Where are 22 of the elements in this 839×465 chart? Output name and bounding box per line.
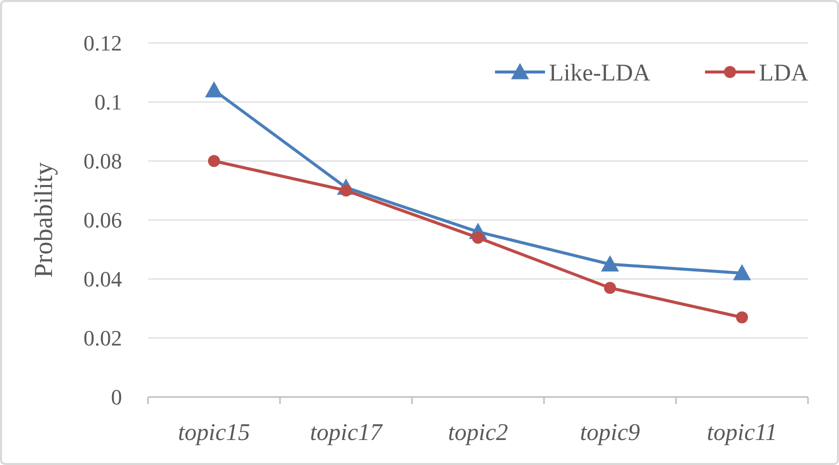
x-tick-label: topic17 (310, 420, 383, 446)
x-tick-label: topic2 (448, 420, 508, 446)
point (736, 311, 748, 324)
point (733, 264, 751, 280)
legend-label: Like-LDA (549, 60, 651, 86)
x-tick-label: topic11 (706, 420, 778, 446)
y-tick-label: 0.06 (84, 208, 122, 233)
x-tick-label: topic15 (178, 420, 250, 446)
y-tick-label: 0.02 (84, 326, 122, 351)
y-tick-label: 0 (111, 384, 122, 410)
x-tick-label: topic9 (580, 420, 640, 446)
point (604, 282, 616, 294)
y-tick-label: 0.08 (84, 148, 122, 174)
legend-label: LDA (759, 60, 809, 86)
point (208, 155, 220, 167)
point (472, 232, 484, 244)
y-tick-label: 0.1 (94, 90, 122, 115)
y-tick-label: 0.04 (84, 266, 122, 292)
y-tick-label: 0.12 (84, 30, 122, 56)
point (601, 255, 619, 272)
y-axis-title: Probability (29, 162, 58, 278)
point (205, 81, 223, 98)
